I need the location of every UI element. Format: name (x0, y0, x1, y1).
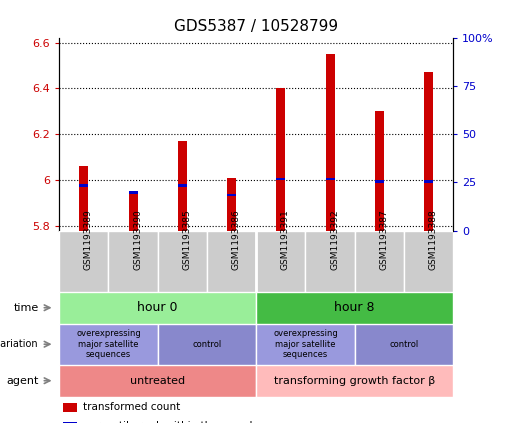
Bar (63, 422, 77, 423)
Bar (79, 184, 88, 187)
Text: hour 0: hour 0 (138, 301, 178, 314)
Text: GSM1193391: GSM1193391 (281, 209, 290, 270)
FancyBboxPatch shape (59, 231, 109, 292)
FancyBboxPatch shape (158, 231, 207, 292)
Bar (424, 72, 433, 231)
FancyBboxPatch shape (109, 231, 158, 292)
Text: GSM1193392: GSM1193392 (330, 209, 339, 270)
Bar (227, 194, 236, 196)
FancyBboxPatch shape (59, 292, 256, 324)
Bar (325, 54, 335, 231)
Text: GSM1193389: GSM1193389 (84, 209, 93, 270)
Text: transforming growth factor β: transforming growth factor β (274, 376, 435, 386)
Text: GSM1193390: GSM1193390 (133, 209, 142, 270)
Bar (424, 180, 433, 183)
Bar (375, 180, 384, 183)
FancyBboxPatch shape (256, 231, 305, 292)
Bar (79, 166, 88, 231)
Bar (63, 403, 77, 412)
Bar (325, 178, 335, 180)
FancyBboxPatch shape (256, 365, 453, 397)
FancyBboxPatch shape (207, 231, 256, 292)
FancyBboxPatch shape (355, 231, 404, 292)
Text: control: control (389, 340, 419, 349)
Text: untreated: untreated (130, 376, 185, 386)
Bar (277, 178, 285, 180)
Text: GSM1193387: GSM1193387 (380, 209, 388, 270)
Bar (178, 141, 187, 231)
FancyBboxPatch shape (158, 324, 256, 365)
Bar (277, 88, 285, 231)
Title: GDS5387 / 10528799: GDS5387 / 10528799 (174, 19, 338, 34)
FancyBboxPatch shape (404, 231, 453, 292)
FancyBboxPatch shape (59, 324, 158, 365)
Text: control: control (192, 340, 221, 349)
Bar (178, 184, 187, 187)
Text: overexpressing
major satellite
sequences: overexpressing major satellite sequences (76, 330, 141, 359)
Text: overexpressing
major satellite
sequences: overexpressing major satellite sequences (273, 330, 338, 359)
Text: agent: agent (6, 376, 39, 386)
FancyBboxPatch shape (256, 292, 453, 324)
Text: GSM1193386: GSM1193386 (232, 209, 241, 270)
Text: genotype/variation: genotype/variation (0, 339, 39, 349)
Bar (227, 178, 236, 231)
Bar (129, 191, 138, 194)
Text: hour 8: hour 8 (334, 301, 375, 314)
FancyBboxPatch shape (256, 324, 355, 365)
Text: GSM1193385: GSM1193385 (182, 209, 192, 270)
Text: GSM1193388: GSM1193388 (428, 209, 438, 270)
Text: time: time (13, 303, 39, 313)
Bar (129, 194, 138, 231)
Text: transformed count: transformed count (83, 402, 180, 412)
Bar (375, 111, 384, 231)
FancyBboxPatch shape (355, 324, 453, 365)
FancyBboxPatch shape (59, 365, 256, 397)
Text: percentile rank within the sample: percentile rank within the sample (83, 421, 259, 423)
FancyBboxPatch shape (305, 231, 355, 292)
